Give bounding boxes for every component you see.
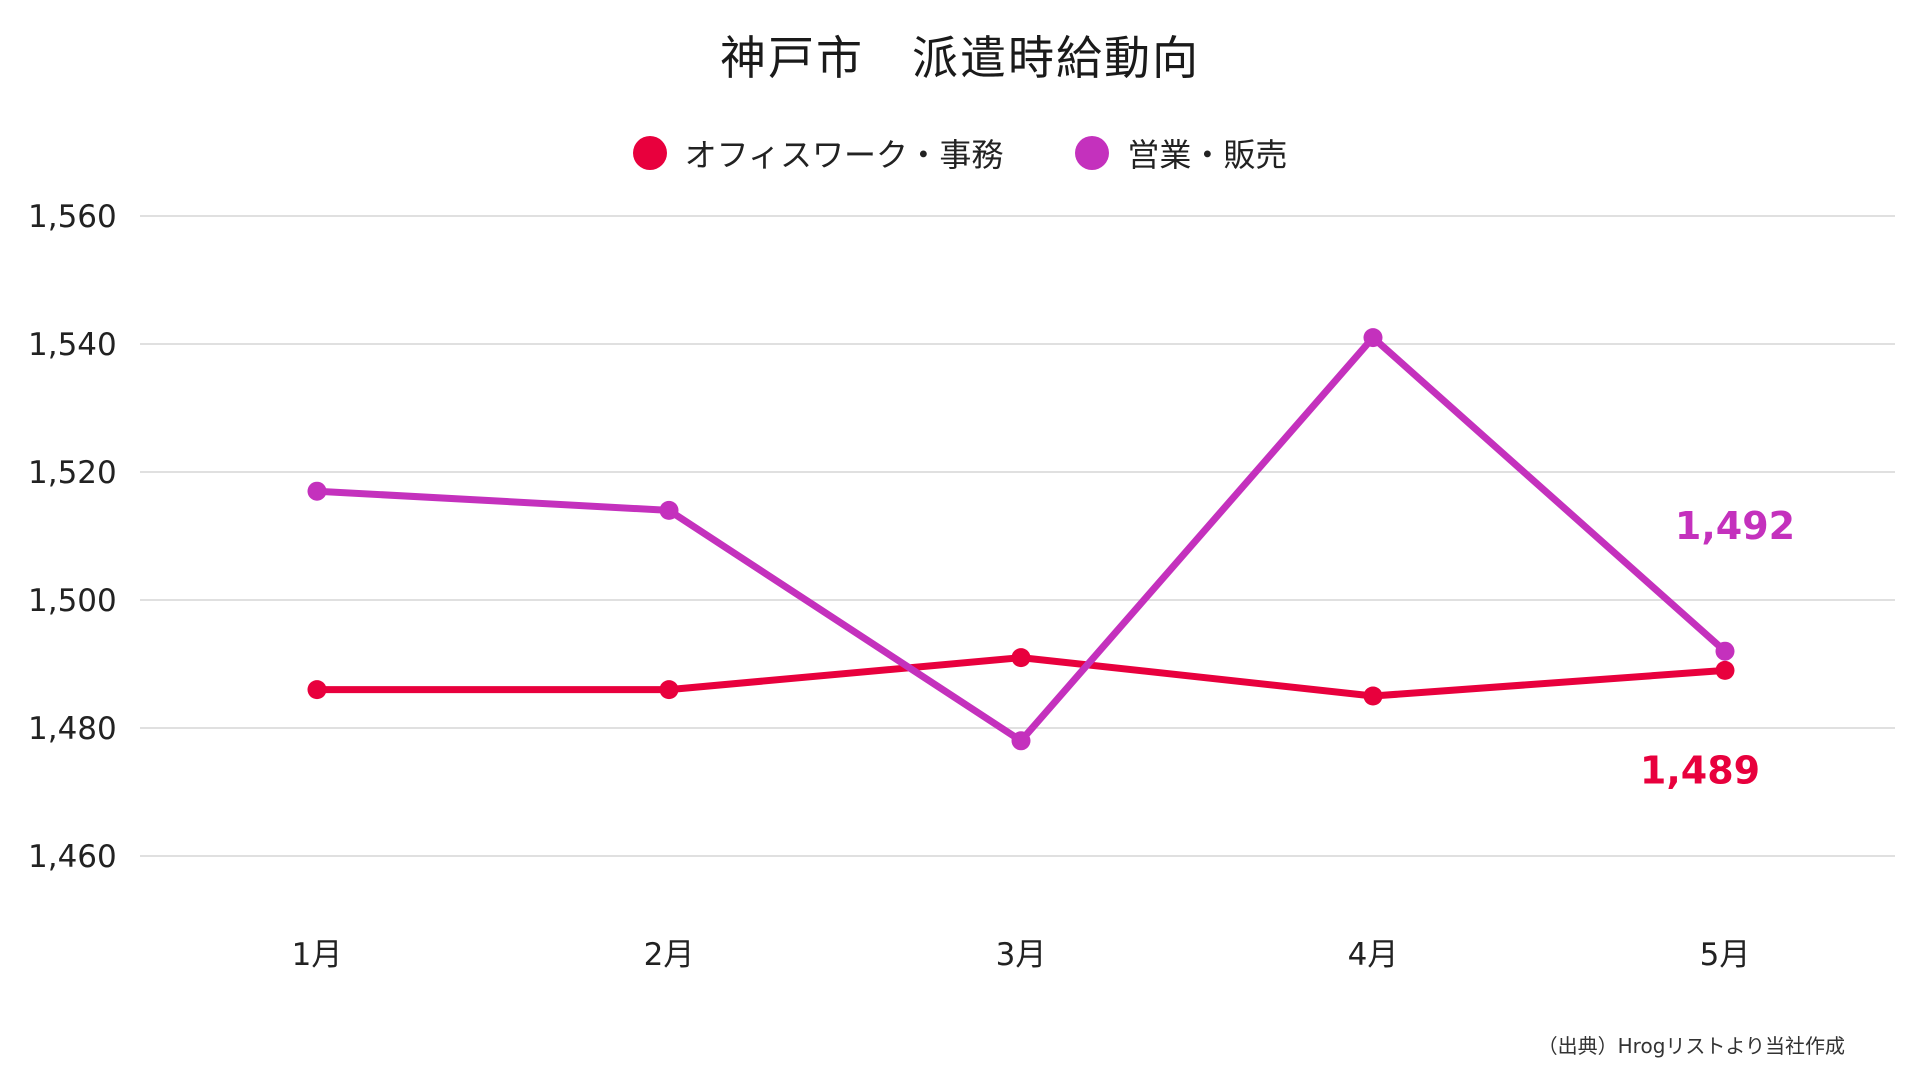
legend-label-office: オフィスワーク・事務 <box>684 136 1004 174</box>
legend-dot-sales <box>1075 136 1110 170</box>
legend-item-office: オフィスワーク・事務 <box>632 130 1004 176</box>
data-point-office <box>659 680 679 700</box>
legend-dot-office <box>632 136 667 170</box>
x-tick-label: 2月 <box>644 937 695 973</box>
chart-title: 神戸市 派遣時給動向 <box>720 31 1200 85</box>
gridlines <box>140 215 1895 857</box>
data-point-sales <box>1363 328 1383 348</box>
x-tick-label: 5月 <box>1700 937 1751 973</box>
end-label-office: 1,489 <box>1640 748 1760 792</box>
x-axis-ticks: 1月 2月 3月 4月 5月 <box>292 937 1751 973</box>
y-tick-label: 1,480 <box>28 711 117 747</box>
end-label-sales: 1,492 <box>1675 504 1795 548</box>
data-point-sales <box>659 500 679 520</box>
y-tick-label: 1,520 <box>28 455 117 491</box>
y-tick-label: 1,500 <box>28 583 117 619</box>
x-tick-label: 3月 <box>996 937 1047 973</box>
x-tick-label: 1月 <box>292 937 343 973</box>
y-tick-label: 1,460 <box>28 839 117 875</box>
data-point-office <box>1715 660 1735 680</box>
y-tick-label: 1,560 <box>28 199 117 235</box>
series-line-sales <box>313 334 1729 745</box>
data-point-office <box>307 680 327 700</box>
data-point-office <box>1011 648 1031 668</box>
legend-label-sales: 営業・販売 <box>1127 136 1288 174</box>
source-note: （出典）Hrogリストより当社作成 <box>1537 1034 1845 1058</box>
data-point-sales <box>1011 731 1031 751</box>
data-point-sales <box>307 481 327 501</box>
data-labels: 1,492 1,489 <box>1640 504 1795 792</box>
y-tick-label: 1,540 <box>28 327 117 363</box>
y-axis-ticks: 1,460 1,480 1,500 1,520 1,540 1,560 <box>28 199 117 875</box>
series-group <box>307 328 1735 751</box>
x-tick-label: 4月 <box>1348 937 1399 973</box>
legend-item-sales: 営業・販売 <box>1075 130 1287 176</box>
data-point-sales <box>1715 641 1735 661</box>
legend: オフィスワーク・事務 営業・販売 <box>0 130 1920 176</box>
data-point-office <box>1363 686 1383 706</box>
